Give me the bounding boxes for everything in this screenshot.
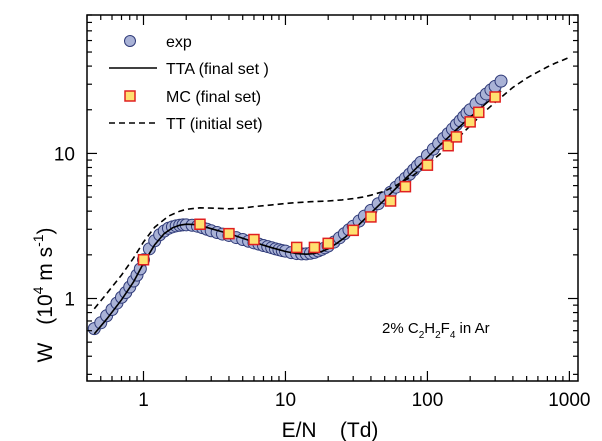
mc-data-point <box>347 224 359 237</box>
series-line-tt-initial <box>93 56 570 310</box>
ticks-layer <box>86 14 578 381</box>
mc-data-point <box>223 227 235 240</box>
y-axis-unit-middle: m s <box>34 247 57 287</box>
y-tick-label: 10 <box>54 144 75 165</box>
mc-data-point <box>137 253 150 266</box>
y-axis-unit-exponent-2: -1 <box>30 234 46 247</box>
mc-data-point <box>365 211 377 223</box>
plot-frame <box>86 14 579 382</box>
mc-data-point <box>308 241 321 254</box>
y-tick-label: 1 <box>64 290 75 311</box>
legend: exp TTA (final set ) MC (final set) TT (ini… <box>109 34 269 133</box>
gas-mixture-annotation: 2% C2H2F4 in Ar <box>382 320 490 341</box>
mc-data-point <box>322 237 334 250</box>
mc-data-point <box>489 91 501 103</box>
y-axis-unit: (10 <box>34 294 57 324</box>
mc-data-point <box>464 116 476 128</box>
x-tick-label: 10 <box>275 390 296 411</box>
mc-data-point <box>399 180 412 193</box>
x-axis-label: E/N (Td) <box>282 419 379 441</box>
mc-data-point <box>290 241 303 254</box>
legend-marker-mc <box>124 90 136 102</box>
mc-data-point <box>384 195 397 207</box>
plot-area <box>87 56 570 336</box>
x-tick-label: 1000 <box>548 390 590 411</box>
legend-label: TTA (final set ) <box>166 61 269 78</box>
mc-data-point <box>442 139 454 152</box>
mc-data-point <box>194 218 206 230</box>
legend-label: MC (final set) <box>166 89 261 106</box>
mc-data-point <box>473 106 485 119</box>
y-axis-label: W (104 m s-1) <box>30 227 57 362</box>
y-axis-symbol: W <box>34 343 57 363</box>
x-tick-label: 100 <box>412 390 444 411</box>
mc-data-point <box>450 131 463 143</box>
legend-label: TT (initial set) <box>166 116 263 133</box>
exp-data-point <box>494 74 508 88</box>
y-axis-unit-exponent: 4 <box>30 286 46 294</box>
tick-labels: 1 10 100 1000 1 10 <box>54 144 591 411</box>
series-layer <box>87 56 570 336</box>
mc-data-point <box>421 159 434 171</box>
legend-marker-exp <box>124 35 136 47</box>
y-axis-unit-close: ) <box>34 227 57 234</box>
legend-label: exp <box>166 34 192 51</box>
series-line-tta-final <box>93 90 502 335</box>
mc-data-point <box>248 233 260 246</box>
x-tick-label: 1 <box>138 390 149 411</box>
